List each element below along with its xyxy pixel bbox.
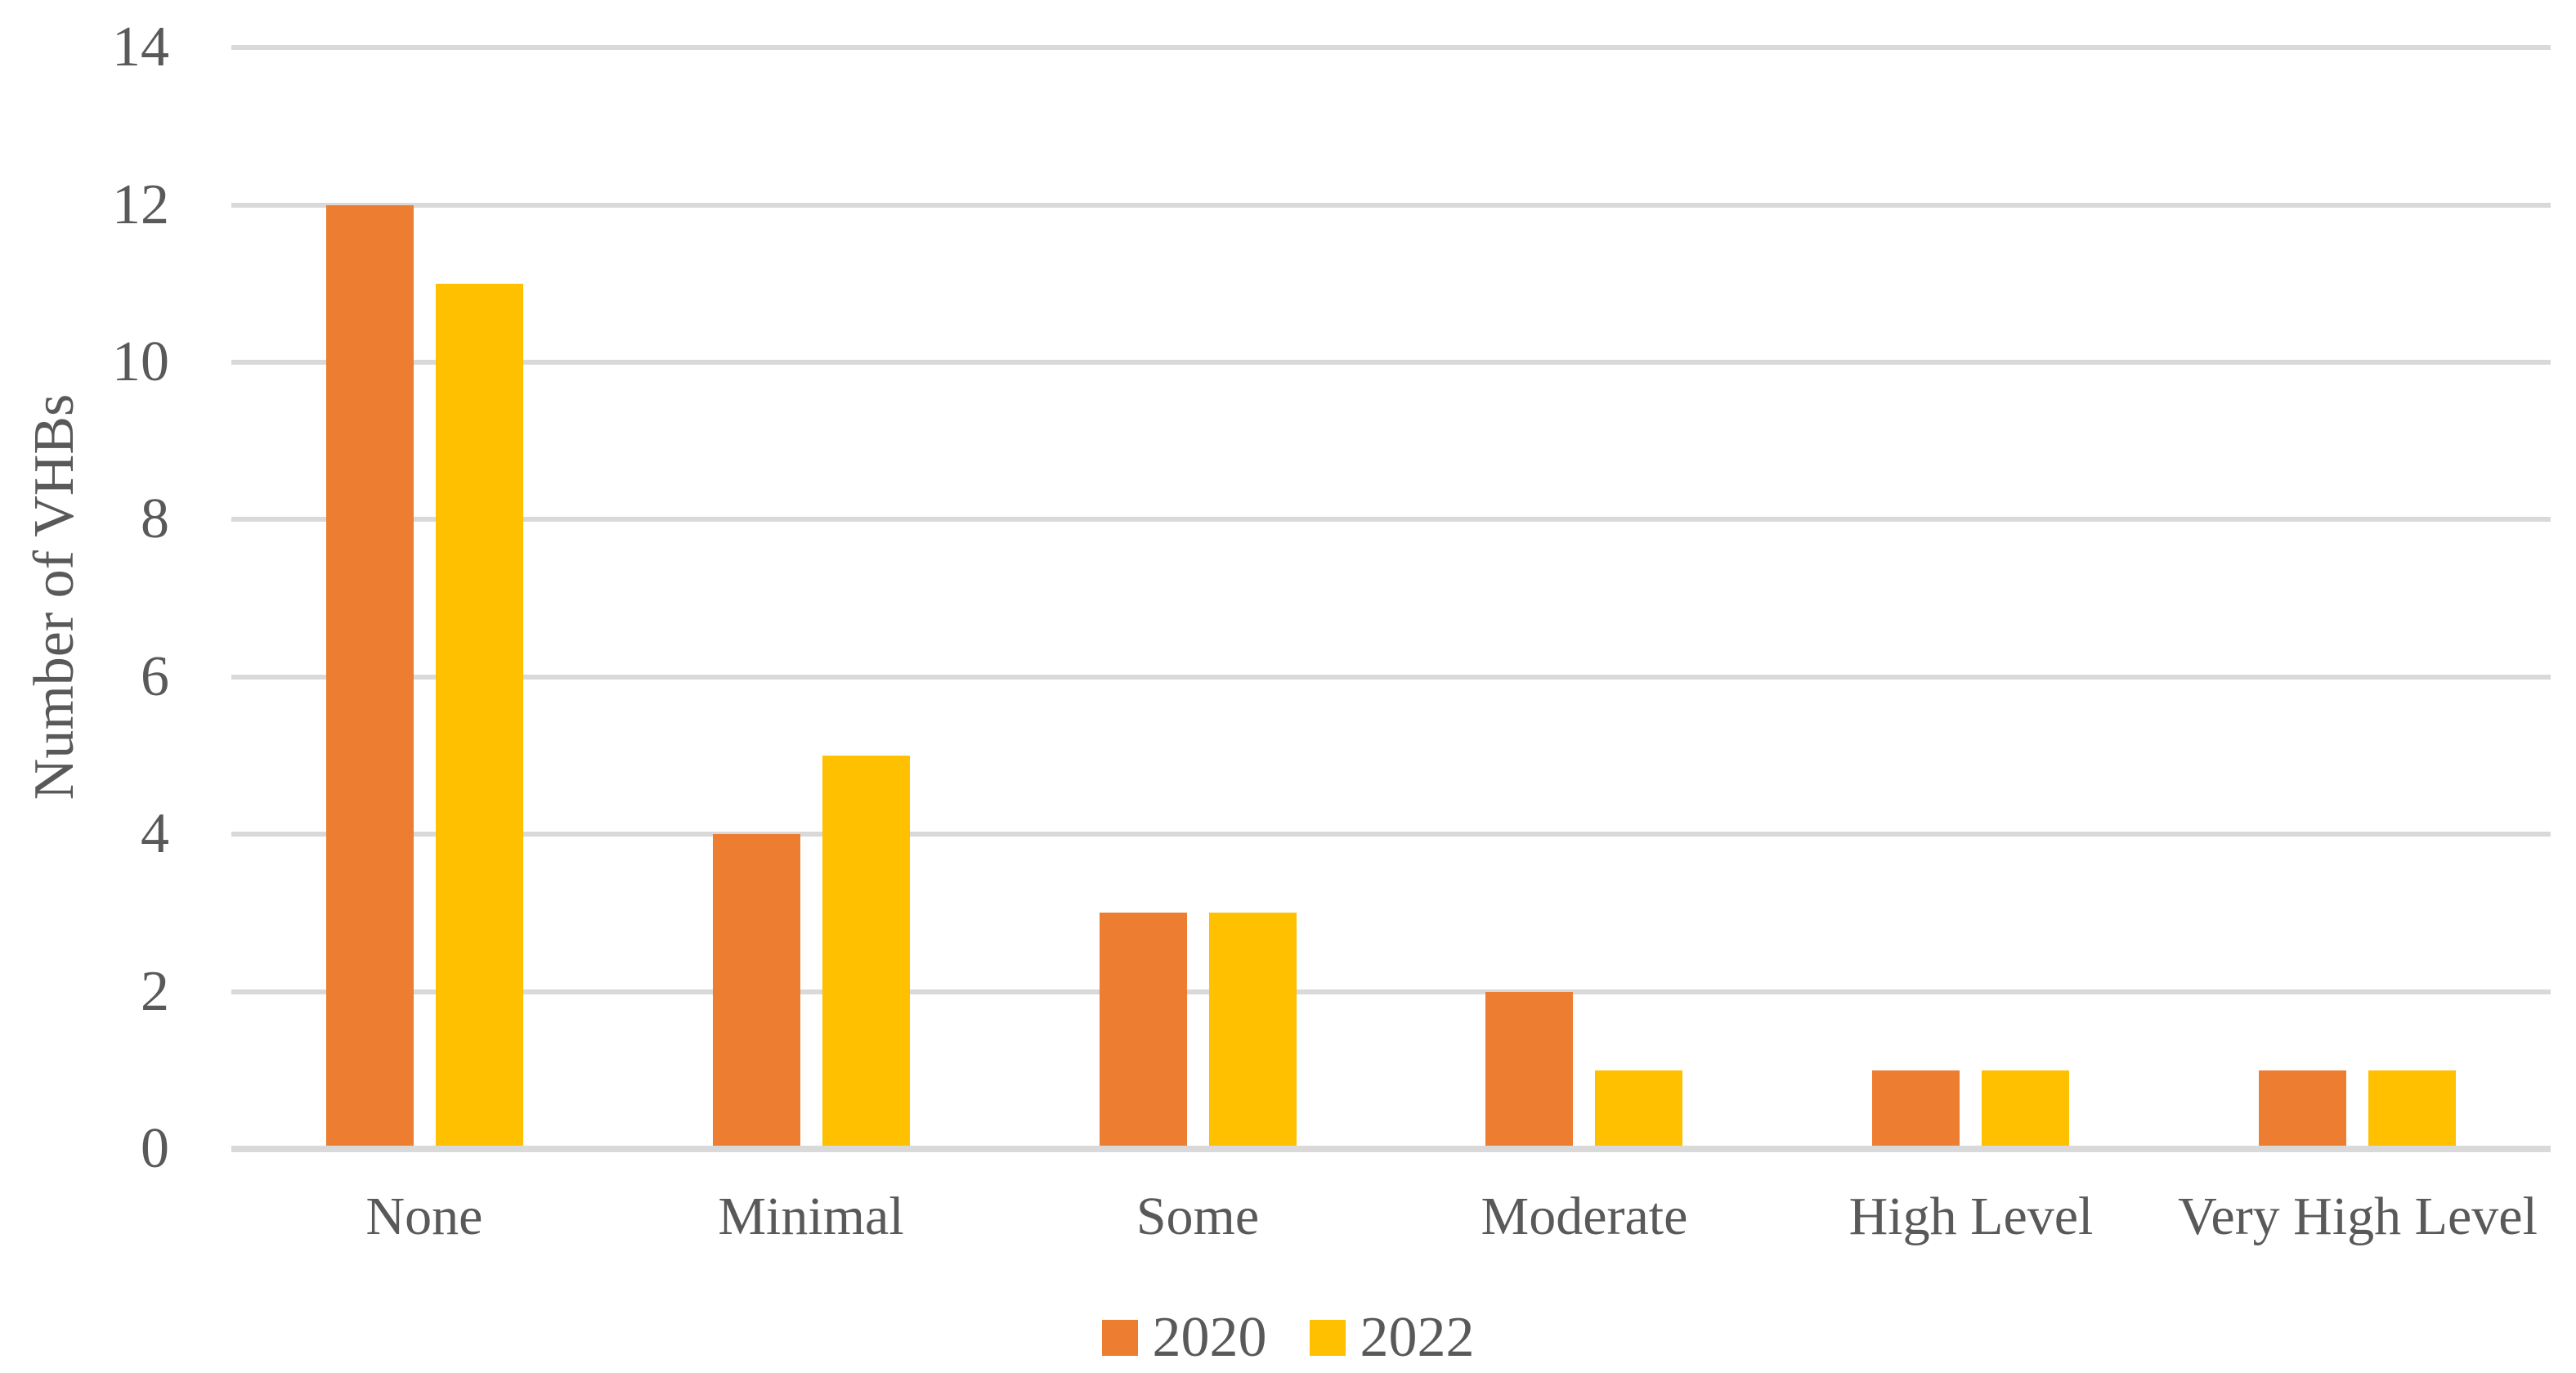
x-axis-line xyxy=(231,1146,2551,1152)
x-tick-label: None xyxy=(365,1187,483,1246)
bar-2020-minimal xyxy=(713,834,800,1146)
y-tick-label: 8 xyxy=(141,487,169,551)
gridline xyxy=(231,832,2551,837)
bar-2020-very-high-level xyxy=(2259,1070,2346,1146)
gridline xyxy=(231,360,2551,365)
legend-swatch-2020 xyxy=(1101,1320,1138,1356)
x-tick-label: Some xyxy=(1136,1187,1260,1246)
x-tick-label: Moderate xyxy=(1481,1187,1688,1246)
bar-2022-some xyxy=(1209,913,1297,1146)
gridline xyxy=(231,202,2551,208)
x-tick-label: Very High Level xyxy=(2178,1187,2538,1246)
bar-2020-moderate xyxy=(1485,992,1573,1146)
x-tick-label: High Level xyxy=(1848,1187,2094,1246)
bar-2022-high-level xyxy=(1982,1070,2069,1146)
bar-2022-minimal xyxy=(822,756,910,1146)
gridline xyxy=(231,674,2551,680)
legend-label: 2022 xyxy=(1360,1306,1475,1369)
y-tick-label: 10 xyxy=(112,330,169,393)
y-tick-label: 14 xyxy=(112,16,169,79)
gridline xyxy=(231,45,2551,51)
legend-swatch-2022 xyxy=(1309,1320,1346,1356)
x-tick-label: Minimal xyxy=(718,1187,904,1246)
legend: 2020 2022 xyxy=(0,1305,2576,1371)
bar-2020-some xyxy=(1100,913,1187,1146)
bar-2020-high-level xyxy=(1872,1070,1960,1146)
bar-2022-very-high-level xyxy=(2368,1070,2456,1146)
y-tick-label: 4 xyxy=(141,802,169,866)
y-tick-label: 0 xyxy=(141,1117,169,1180)
legend-item-2022: 2022 xyxy=(1309,1305,1475,1371)
bar-2022-none xyxy=(436,284,523,1146)
y-tick-label: 6 xyxy=(141,644,169,708)
legend-item-2020: 2020 xyxy=(1101,1305,1267,1371)
bar-2022-moderate xyxy=(1595,1070,1682,1146)
y-tick-label: 2 xyxy=(141,959,169,1023)
gridline xyxy=(231,517,2551,523)
legend-label: 2020 xyxy=(1152,1306,1267,1369)
gridline xyxy=(231,989,2551,994)
y-tick-label: 12 xyxy=(112,173,169,236)
bar-2020-none xyxy=(326,205,414,1146)
